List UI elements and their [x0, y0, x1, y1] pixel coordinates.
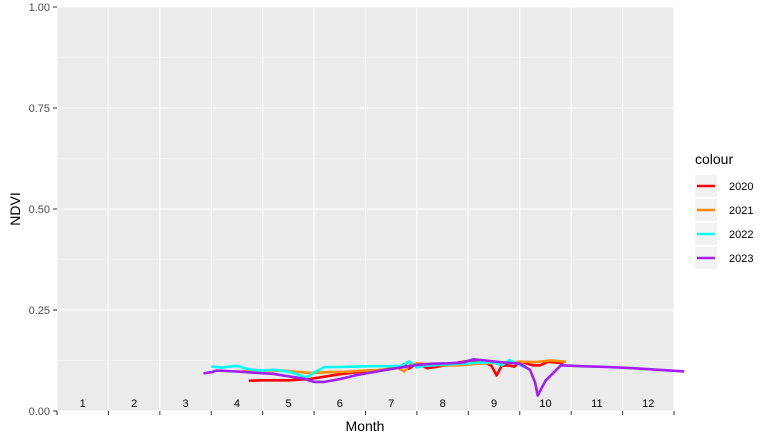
x-tick-label: 2 [131, 398, 137, 410]
x-tick-labels: 1 2 3 4 5 6 7 8 9 10 11 12 [80, 398, 655, 410]
series-line-2022 [211, 358, 526, 379]
axis-ticks [53, 6, 675, 415]
y-tick-label: 0.75 [29, 103, 50, 115]
legend-keys: 2020 2021 2022 2023 [695, 175, 753, 269]
x-tick-label: 4 [234, 398, 240, 410]
x-tick-label: 3 [182, 398, 188, 410]
legend: colour 2020 2021 2022 2023 [695, 151, 753, 269]
x-tick-label: 12 [642, 398, 654, 410]
legend-label-2021: 2021 [729, 205, 753, 217]
x-tick-label: 9 [491, 398, 497, 410]
y-axis-label: NDVI [7, 192, 23, 225]
x-tick-label: 8 [440, 398, 446, 410]
y-tick-label: 0.50 [29, 204, 50, 216]
series-line-2023 [203, 357, 685, 397]
legend-label-2022: 2022 [729, 229, 753, 241]
y-tick-label: 1.00 [29, 2, 50, 14]
legend-label-2020: 2020 [729, 181, 753, 193]
x-tick-label: 11 [591, 398, 602, 410]
x-tick-label: 10 [539, 398, 551, 410]
y-tick-label: 0.25 [29, 305, 50, 317]
y-tick-label: 0.00 [29, 406, 50, 418]
legend-title: colour [695, 151, 733, 167]
y-tick-labels: 0.00 0.25 0.50 0.75 1.00 [29, 2, 50, 418]
legend-label-2023: 2023 [729, 253, 753, 265]
x-tick-label: 5 [285, 398, 291, 410]
x-tick-label: 6 [337, 398, 343, 410]
x-tick-label: 1 [80, 398, 86, 410]
series-layer [203, 357, 685, 397]
x-axis-label: Month [346, 418, 385, 434]
x-tick-label: 7 [388, 398, 394, 410]
